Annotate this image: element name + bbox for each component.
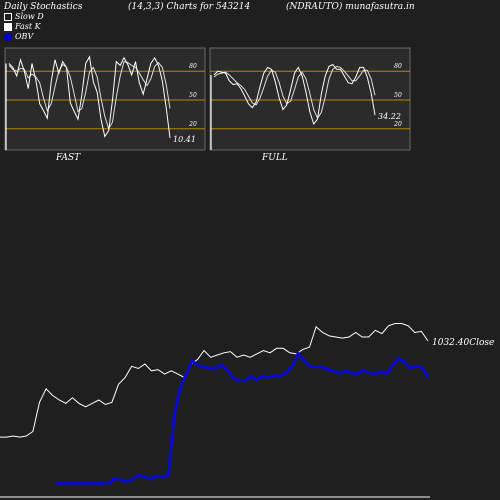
full-tick-label: 20 [393, 121, 402, 128]
header-title-right: (NDRAUTO) munafasutra.in [286, 2, 415, 12]
header-title-center: (14,3,3) Charts for 543214 [128, 2, 251, 12]
full-panel-title: FULL [262, 153, 288, 163]
fast-tick-label: 20 [188, 121, 197, 128]
full-panel [209, 47, 411, 151]
fast-slow-d-line [8, 60, 171, 131]
fast-last-value-label: 10.41 [173, 135, 196, 144]
legend-label-fast-k: Fast K [15, 22, 41, 31]
fast-tick-label: 50 [189, 92, 197, 99]
header-title-left: Daily Stochastics [4, 2, 83, 12]
blue-dot-icon [4, 32, 12, 41]
full-fast-k-line [213, 63, 376, 126]
full-tick-label: 50 [394, 92, 402, 99]
legend-item-fast-k: Fast K [4, 22, 41, 31]
legend-item-obv: OBV [4, 32, 33, 41]
fast-panel-title: FAST [56, 153, 81, 163]
legend-item-slow-d: Slow D [4, 12, 44, 21]
obv-line [56, 350, 430, 485]
fast-tick-label: 80 [189, 63, 197, 70]
price-last-value-label: 1032.40Close [432, 338, 494, 348]
white-square-icon [4, 22, 12, 31]
price-line [0, 323, 429, 438]
fast-fast-k-line [8, 55, 171, 139]
full-slow-d-line [213, 65, 376, 120]
full-tick-label: 80 [394, 63, 402, 70]
legend-label-slow-d: Slow D [15, 12, 44, 21]
full-last-value-label: 34.22 [378, 112, 401, 121]
price-series-suffix: Close [469, 338, 494, 348]
legend-label-obv: OBV [15, 32, 34, 41]
open-square-icon [4, 12, 12, 21]
fast-panel [4, 47, 206, 151]
